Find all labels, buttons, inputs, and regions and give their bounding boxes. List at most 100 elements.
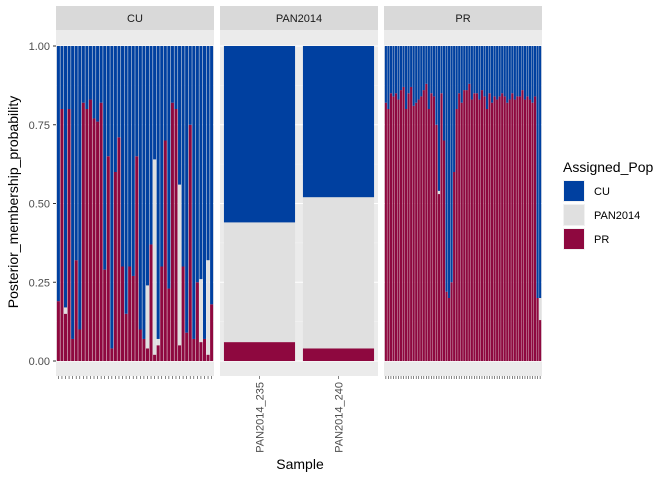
y-axis: 0.00 0.25 0.50 0.75 1.00 [29,41,56,368]
bar-segment-pr [534,96,537,362]
bar-segment-pr [399,90,403,361]
bar-segment-pr [210,304,214,361]
bar-segment-pr [453,172,456,361]
bar-segment-cu [106,46,110,157]
bar-segment-pr [174,109,178,361]
bar-segment-pr [85,109,89,361]
bar-segment-cu [195,46,199,283]
bar-segment-pr [485,109,489,361]
bar-segment-pr [528,99,532,362]
bar-segment-pr [163,140,167,361]
bar-segment-cu [384,46,387,103]
bar-segment-pr [99,102,103,361]
y-tick-label: 1.00 [29,41,50,53]
bar-segment-cu [534,46,537,97]
bar-segment-pr [188,124,192,361]
bar-segment-cu [167,46,171,289]
bar-segment-cu [463,46,466,91]
bar-segment-cu [74,46,78,261]
bar-segment-cu [435,46,438,125]
bar-segment-cu [99,46,103,103]
bar-segment-pr [491,102,494,361]
bar-segment-pr [468,83,471,362]
legend-label: CU [594,186,610,198]
bar-segment-pr [178,345,182,361]
bar-segment-cu [528,46,532,100]
bar-segment-pr [415,102,418,361]
y-tick-label: 0.00 [29,356,50,368]
bar-segment-pr [430,93,433,361]
bar-segment-cu [389,46,392,94]
bar-segment-cu [138,46,142,330]
bar-segment-pr [425,83,428,362]
bar-segment-pr [60,109,64,361]
bar-segment-cu [501,46,504,94]
bar-segment-cu [521,46,524,91]
bar-segment-cu [496,46,499,100]
bar-segment-pr [142,338,146,361]
bar-segment-cu [430,46,433,94]
bar-segment-cu [506,46,509,103]
bar-segment-pr [96,121,100,361]
bar-segment-cu [405,46,408,109]
x-tick-label: PAN2014_235 [255,382,267,453]
bar-segment-pr [156,345,160,361]
bar-segment-pan2014 [153,159,157,355]
bar-segment-cu [88,46,92,100]
bar-segment-pr [440,93,443,361]
bar-segment-pr [389,93,392,361]
bar-segment-pr [473,93,476,361]
bar-segment-cu [410,46,413,87]
bar-segment-cu [493,46,496,97]
facet-strip [220,6,378,30]
bar-segment-pr [501,93,504,361]
bar-segment-cu [210,46,214,305]
bar-segment-pr [450,282,453,361]
bar-segment-cu [71,46,75,339]
bar-segment-pr [397,99,400,362]
facet-strip-label: PAN2014 [276,13,322,25]
bar-segment-cu [475,46,478,94]
bar-segment-cu [516,46,519,97]
bar-segment-cu [407,46,410,94]
bar-segment-cu [480,46,484,91]
bar-segment-pr [435,124,438,361]
bar-segment-pr [420,96,423,362]
legend-swatch-cu [564,181,584,201]
bar-segment-cu [531,46,534,103]
bar-segment-pan2014 [437,190,441,195]
bar-segment-pr [521,90,524,361]
bar-segment-pr [223,342,296,361]
bar-segment-cu [468,46,471,84]
bar-segment-pr [442,140,446,361]
bar-segment-pr [407,93,410,361]
facet-strip [56,6,214,30]
bar-segment-cu [85,46,89,109]
bar-segment-cu [440,46,443,94]
bar-segment-cu [442,46,446,141]
bar-segment-cu [302,46,375,198]
bar-segment-cu [124,46,128,314]
bar-segment-cu [511,46,514,94]
bar-segment-cu [188,46,192,125]
bar-segment-cu [174,46,178,109]
bar-segment-pr [460,102,463,361]
bar-segment-cu [399,46,403,91]
y-tick-label: 0.50 [29,199,50,211]
bar-segment-pr [74,260,78,361]
bar-segment-pr [117,137,121,361]
bar-segment-cu [491,46,494,103]
bar-segment-cu [192,46,196,339]
bar-segment-cu [470,46,473,100]
facet-strip-label: PR [455,13,470,25]
bar-segment-cu [513,46,516,100]
bar-segment-pr [67,109,71,361]
bar-segment-cu [483,46,486,97]
bar-segment-pr [526,96,529,362]
bar-segment-cu [181,46,185,267]
facet-panel-pr: PR [384,6,542,379]
bar-segment-pr [170,102,174,361]
bar-segment-cu [163,46,167,141]
bar-segment-cu [113,46,117,172]
bar-segment-pr [181,266,185,361]
